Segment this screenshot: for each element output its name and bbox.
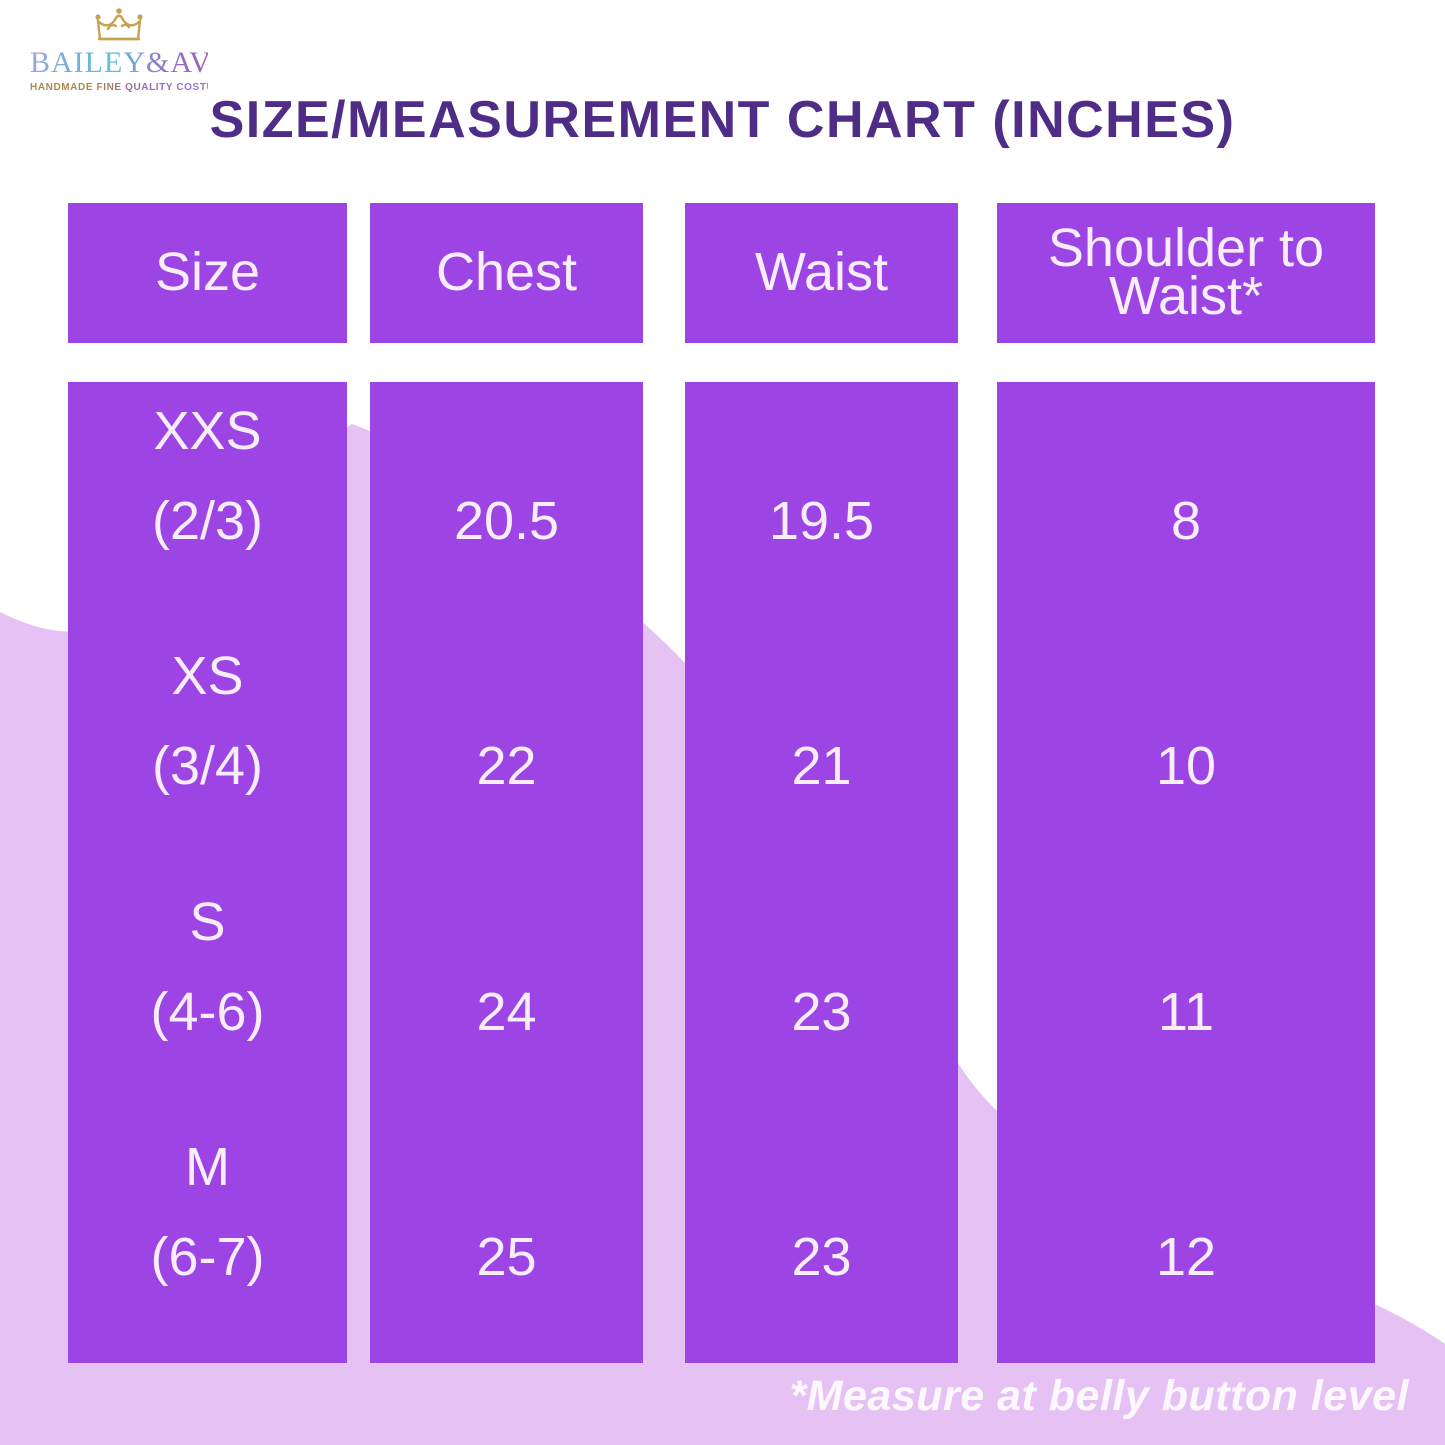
size-range: (6-7) — [150, 1226, 265, 1287]
brand-name: BAILEY&AVA — [30, 46, 231, 79]
table-row: XS (3/4) — [68, 627, 347, 872]
size-range: (3/4) — [151, 736, 264, 797]
column-waist: 19.5 21 23 23 — [685, 382, 958, 1363]
table-row: S (4-6) — [68, 873, 347, 1118]
waist-value: 23 — [791, 1226, 852, 1287]
header-shoulder-to-waist: Shoulder to Waist* — [997, 203, 1375, 343]
table-row: 23 — [685, 1118, 958, 1363]
brand-tagline: HANDMADE FINE QUALITY COSTUMES — [30, 82, 238, 93]
table-row: 23 — [685, 873, 958, 1118]
table-row: 22 — [370, 627, 643, 872]
table-row: M (6-7) — [68, 1118, 347, 1363]
header-waist: Waist — [685, 203, 958, 343]
size-range: (4-6) — [150, 981, 265, 1042]
size-label: M — [185, 1136, 230, 1197]
table-row: 21 — [685, 627, 958, 872]
shoulder-value: 11 — [1157, 981, 1215, 1042]
header-chest: Chest — [370, 203, 643, 343]
measurement-footnote: *Measure at belly button level — [789, 1372, 1409, 1420]
shoulder-value: 8 — [1170, 491, 1202, 551]
header-shoulder-label-line1: Shoulder to — [1047, 218, 1325, 279]
page-title: SIZE/MEASUREMENT CHART (INCHES) — [209, 91, 1236, 149]
table-row: 20.5 — [370, 382, 643, 627]
waist-value: 23 — [791, 981, 852, 1042]
size-range: (2/3) — [151, 491, 264, 551]
crown-icon — [95, 8, 143, 41]
table-row: 10 — [997, 627, 1375, 872]
column-size: XXS (2/3) XS (3/4) S (4-6) M (6-7) — [68, 382, 347, 1363]
table-row: 25 — [370, 1118, 643, 1363]
size-label: XS — [171, 646, 244, 707]
header-chest-label: Chest — [435, 242, 578, 303]
table-row: 11 — [997, 873, 1375, 1118]
column-chest: 20.5 22 24 25 — [370, 382, 643, 1363]
size-label: S — [189, 891, 226, 952]
header-size-label: Size — [154, 242, 261, 303]
shoulder-value: 12 — [1155, 1226, 1217, 1287]
table-row: 24 — [370, 873, 643, 1118]
chest-value: 20.5 — [453, 491, 560, 551]
waist-value: 21 — [791, 736, 852, 797]
waist-value: 19.5 — [768, 491, 875, 551]
column-shoulder-to-waist: 8 10 11 12 — [997, 382, 1375, 1363]
chest-value: 25 — [476, 1226, 537, 1287]
brand-logo: BAILEY&AVA HANDMADE FINE QUALITY COSTUME… — [30, 4, 238, 93]
size-label: XXS — [153, 401, 262, 461]
header-waist-label: Waist — [755, 242, 888, 303]
chest-value: 24 — [476, 981, 537, 1042]
shoulder-value: 10 — [1155, 736, 1217, 797]
table-row: XXS (2/3) — [68, 382, 347, 627]
table-row: 19.5 — [685, 382, 958, 627]
header-shoulder-label-line2: Waist* — [1108, 266, 1263, 326]
table-row: 12 — [997, 1118, 1375, 1363]
table-row: 8 — [997, 382, 1375, 627]
header-size: Size — [68, 203, 347, 343]
chest-value: 22 — [476, 736, 537, 797]
